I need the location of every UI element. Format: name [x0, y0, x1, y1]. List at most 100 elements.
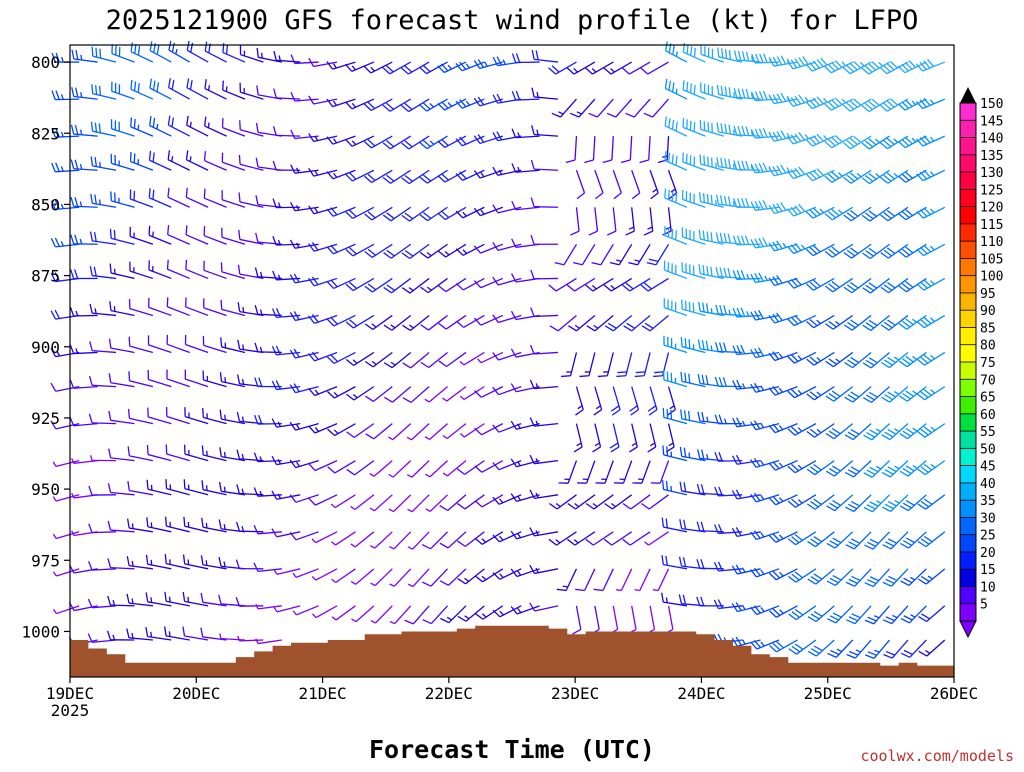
wind-barb — [493, 532, 521, 542]
wind-barb — [351, 569, 374, 585]
wind-barb — [89, 561, 116, 570]
colorbar-swatch — [960, 276, 976, 294]
wind-barb — [202, 480, 226, 495]
wind-barb — [128, 481, 153, 495]
colorbar-label: 30 — [980, 511, 996, 526]
wind-barb — [184, 479, 208, 494]
wind-barb — [575, 387, 583, 415]
wind-barb — [610, 244, 632, 264]
wind-barb — [751, 128, 779, 138]
wind-barb — [70, 345, 97, 354]
wind-barb — [272, 346, 300, 355]
wind-barb — [390, 569, 411, 587]
wind-barb — [222, 153, 245, 171]
wind-barb — [440, 532, 466, 548]
wind-barb — [616, 569, 631, 591]
colorbar-label: 25 — [980, 529, 996, 544]
wind-barb — [204, 261, 227, 279]
wind-barb — [146, 627, 171, 640]
wind-barb — [917, 170, 945, 180]
wind-barb — [457, 461, 484, 475]
wind-barb — [653, 569, 668, 591]
wind-barb — [512, 91, 539, 100]
wind-barb — [512, 239, 540, 248]
wind-barb — [681, 337, 705, 352]
chart-title: 2025121900 GFS forecast wind profile (kt… — [106, 5, 919, 36]
wind-barb — [663, 445, 687, 460]
wind-barb — [51, 383, 79, 391]
wind-barb — [561, 352, 576, 376]
x-tick-label: 21DEC — [298, 684, 346, 703]
wind-barb — [566, 136, 577, 162]
colorbar-swatch — [960, 120, 976, 138]
wind-barb — [658, 136, 669, 162]
wind-barb — [626, 207, 635, 235]
colorbar-swatch — [960, 362, 976, 380]
wind-barb — [309, 168, 337, 176]
wind-barb — [733, 418, 761, 427]
wind-barb — [580, 352, 595, 376]
wind-barb — [71, 125, 97, 136]
wind-barb — [475, 461, 503, 473]
colorbar-label: 105 — [980, 252, 1003, 267]
wind-barb — [714, 599, 742, 608]
wind-barb — [610, 424, 619, 452]
wind-barb — [806, 97, 834, 109]
colorbar-label: 75 — [980, 356, 996, 371]
wind-barb — [530, 455, 558, 464]
x-tick-label: 24DEC — [677, 684, 725, 703]
wind-barb — [167, 335, 190, 353]
wind-barb — [916, 136, 944, 146]
wind-barb — [127, 594, 153, 606]
x-tick-label: 26DEC — [930, 684, 978, 703]
wind-barb — [150, 116, 172, 136]
wind-barb — [256, 195, 282, 207]
colorbar-label: 35 — [980, 494, 996, 509]
wind-barb — [439, 315, 466, 329]
wind-barb — [185, 407, 208, 424]
wind-barb — [664, 261, 687, 279]
wind-barb — [52, 163, 80, 172]
x-tick-label: 22DEC — [425, 684, 473, 703]
wind-barb — [918, 495, 945, 509]
wind-barb — [290, 384, 318, 393]
wind-barb — [532, 125, 558, 136]
wind-barb — [531, 160, 558, 170]
wind-barb — [572, 606, 580, 634]
colorbar-swatch — [960, 138, 976, 156]
wind-barb — [916, 98, 944, 108]
wind-barb — [331, 532, 355, 545]
wind-barb — [167, 407, 190, 424]
wind-barb — [204, 226, 226, 244]
wind-barb — [351, 495, 374, 510]
wind-barb — [653, 352, 668, 376]
wind-barb — [531, 270, 558, 279]
wind-barb — [530, 490, 558, 498]
wind-barb — [274, 51, 300, 62]
wind-barb — [312, 606, 337, 618]
wind-barb — [440, 495, 466, 511]
wind-barb — [917, 315, 945, 327]
wind-barb — [559, 461, 577, 484]
colorbar-swatch — [960, 535, 976, 553]
colorbar-swatch — [960, 397, 976, 415]
colorbar-label: 140 — [980, 132, 1003, 147]
wind-barb — [108, 596, 135, 606]
wind-barb — [456, 170, 484, 180]
wind-barb — [576, 170, 584, 198]
wind-barb — [458, 606, 484, 621]
colorbar-label: 95 — [980, 287, 996, 302]
wind-barb — [640, 136, 651, 162]
wind-barb — [185, 335, 208, 352]
wind-barb — [648, 424, 656, 452]
wind-barb — [769, 93, 797, 104]
colorbar-swatch — [960, 569, 976, 587]
wind-barb — [629, 424, 637, 452]
wind-barb — [389, 495, 411, 512]
wind-barb — [493, 94, 521, 103]
wind-barb — [614, 461, 632, 484]
x-axis-label: Forecast Time (UTC) — [369, 735, 655, 764]
wind-barb — [108, 483, 134, 495]
wind-barb — [475, 606, 502, 619]
